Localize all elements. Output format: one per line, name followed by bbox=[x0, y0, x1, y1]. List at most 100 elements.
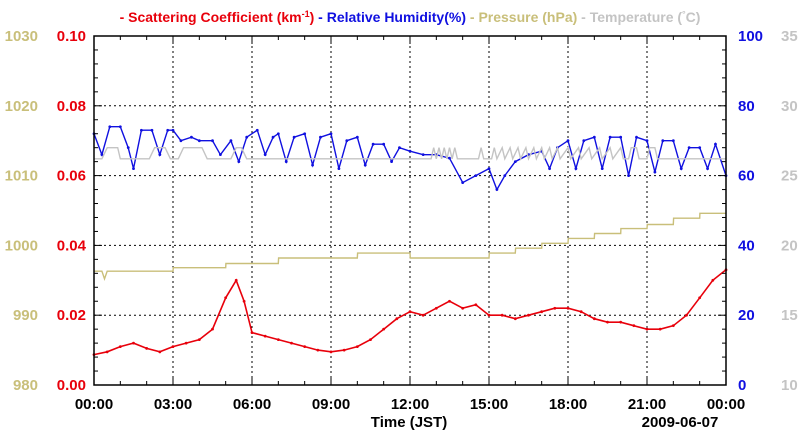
data-point bbox=[698, 146, 702, 150]
data-point bbox=[661, 139, 665, 143]
humidity-tick-label: 80 bbox=[738, 98, 755, 115]
data-point bbox=[166, 128, 170, 132]
data-point bbox=[448, 299, 451, 303]
data-point bbox=[158, 350, 162, 354]
data-point bbox=[245, 135, 249, 139]
data-point bbox=[421, 153, 425, 157]
data-point bbox=[527, 313, 530, 317]
data-point bbox=[342, 348, 346, 352]
data-point bbox=[219, 153, 222, 157]
data-point bbox=[276, 338, 280, 342]
data-point bbox=[390, 160, 393, 164]
data-point bbox=[303, 345, 307, 349]
data-point bbox=[592, 135, 596, 139]
plot-area bbox=[92, 36, 728, 385]
data-point bbox=[574, 167, 578, 171]
data-point bbox=[679, 167, 683, 171]
data-point bbox=[234, 278, 238, 282]
data-point bbox=[487, 167, 491, 171]
data-point bbox=[271, 135, 275, 139]
series-line-temperature bbox=[94, 145, 726, 161]
x-tick-label: 15:00 bbox=[470, 396, 508, 413]
data-point bbox=[553, 306, 557, 310]
humidity-tick-label: 100 bbox=[738, 28, 763, 45]
humidity-tick-label: 60 bbox=[738, 168, 755, 185]
data-point bbox=[382, 142, 386, 146]
data-point bbox=[566, 139, 570, 143]
data-point bbox=[284, 160, 288, 164]
data-point bbox=[158, 153, 162, 157]
data-point bbox=[500, 313, 504, 317]
data-point bbox=[197, 338, 201, 342]
data-point bbox=[126, 146, 130, 150]
data-point bbox=[224, 296, 228, 300]
temperature-tick-label: 20 bbox=[781, 237, 798, 254]
data-point bbox=[421, 313, 425, 317]
series-line-pressure bbox=[94, 212, 726, 282]
data-point bbox=[619, 320, 623, 324]
data-point bbox=[706, 167, 709, 171]
data-point bbox=[714, 142, 717, 146]
data-point bbox=[355, 135, 359, 139]
scattering-tick-label: 0.02 bbox=[57, 307, 86, 324]
legend-item-scat: - Scattering Coefficient (km bbox=[120, 9, 302, 25]
data-point bbox=[132, 167, 135, 171]
data-point bbox=[100, 153, 104, 157]
x-tick-label: 03:00 bbox=[154, 396, 192, 413]
temperature-tick-label: 10 bbox=[781, 377, 798, 394]
data-point bbox=[171, 128, 175, 132]
x-tick-label: 06:00 bbox=[233, 396, 271, 413]
data-point bbox=[461, 181, 465, 184]
data-point bbox=[548, 167, 551, 171]
data-point bbox=[337, 167, 341, 171]
scattering-tick-label: 0.10 bbox=[57, 28, 86, 45]
data-point bbox=[329, 132, 333, 136]
data-point bbox=[276, 132, 280, 136]
data-point bbox=[408, 310, 412, 314]
data-point bbox=[382, 327, 386, 331]
data-point bbox=[566, 306, 570, 310]
scattering-tick-label: 0.00 bbox=[57, 377, 86, 394]
data-point bbox=[513, 317, 517, 321]
data-point bbox=[369, 338, 372, 342]
data-point bbox=[319, 135, 322, 139]
x-tick-label: 18:00 bbox=[549, 396, 587, 413]
data-point bbox=[316, 348, 320, 352]
data-point bbox=[355, 345, 359, 349]
data-point bbox=[579, 310, 583, 314]
x-tick-label: 21:00 bbox=[628, 396, 666, 413]
data-point bbox=[197, 139, 201, 143]
data-point bbox=[150, 128, 154, 132]
data-point bbox=[461, 306, 465, 310]
data-point bbox=[671, 324, 675, 328]
data-point bbox=[513, 160, 517, 164]
chart-legend: - Scattering Coefficient (km-1) - Relati… bbox=[120, 9, 701, 25]
legend-deg-temp: ° bbox=[682, 9, 686, 19]
data-point bbox=[606, 320, 609, 324]
data-point bbox=[711, 278, 715, 282]
data-point bbox=[635, 135, 638, 139]
data-point bbox=[582, 139, 586, 143]
pressure-tick-label: 1000 bbox=[5, 237, 38, 254]
data-point bbox=[229, 139, 233, 143]
pressure-tick-label: 980 bbox=[13, 377, 38, 394]
temperature-tick-label: 15 bbox=[781, 307, 798, 324]
data-point bbox=[448, 156, 451, 160]
pressure-tick-label: 990 bbox=[13, 307, 38, 324]
data-point bbox=[632, 324, 636, 328]
temperature-tick-label: 30 bbox=[781, 98, 798, 115]
temperature-tick-label: 35 bbox=[781, 28, 798, 45]
data-point bbox=[211, 139, 214, 143]
data-point bbox=[132, 341, 135, 345]
legend-item-rh: - Relative Humidity(%) bbox=[314, 9, 466, 25]
data-point bbox=[303, 132, 307, 136]
x-tick-label: 09:00 bbox=[312, 396, 350, 413]
data-point bbox=[118, 345, 122, 349]
humidity-tick-label: 40 bbox=[738, 237, 755, 254]
date-label: 2009-06-07 bbox=[642, 414, 719, 431]
data-point bbox=[434, 306, 438, 310]
data-point bbox=[698, 296, 702, 300]
data-point bbox=[645, 139, 649, 143]
data-point bbox=[600, 167, 604, 171]
